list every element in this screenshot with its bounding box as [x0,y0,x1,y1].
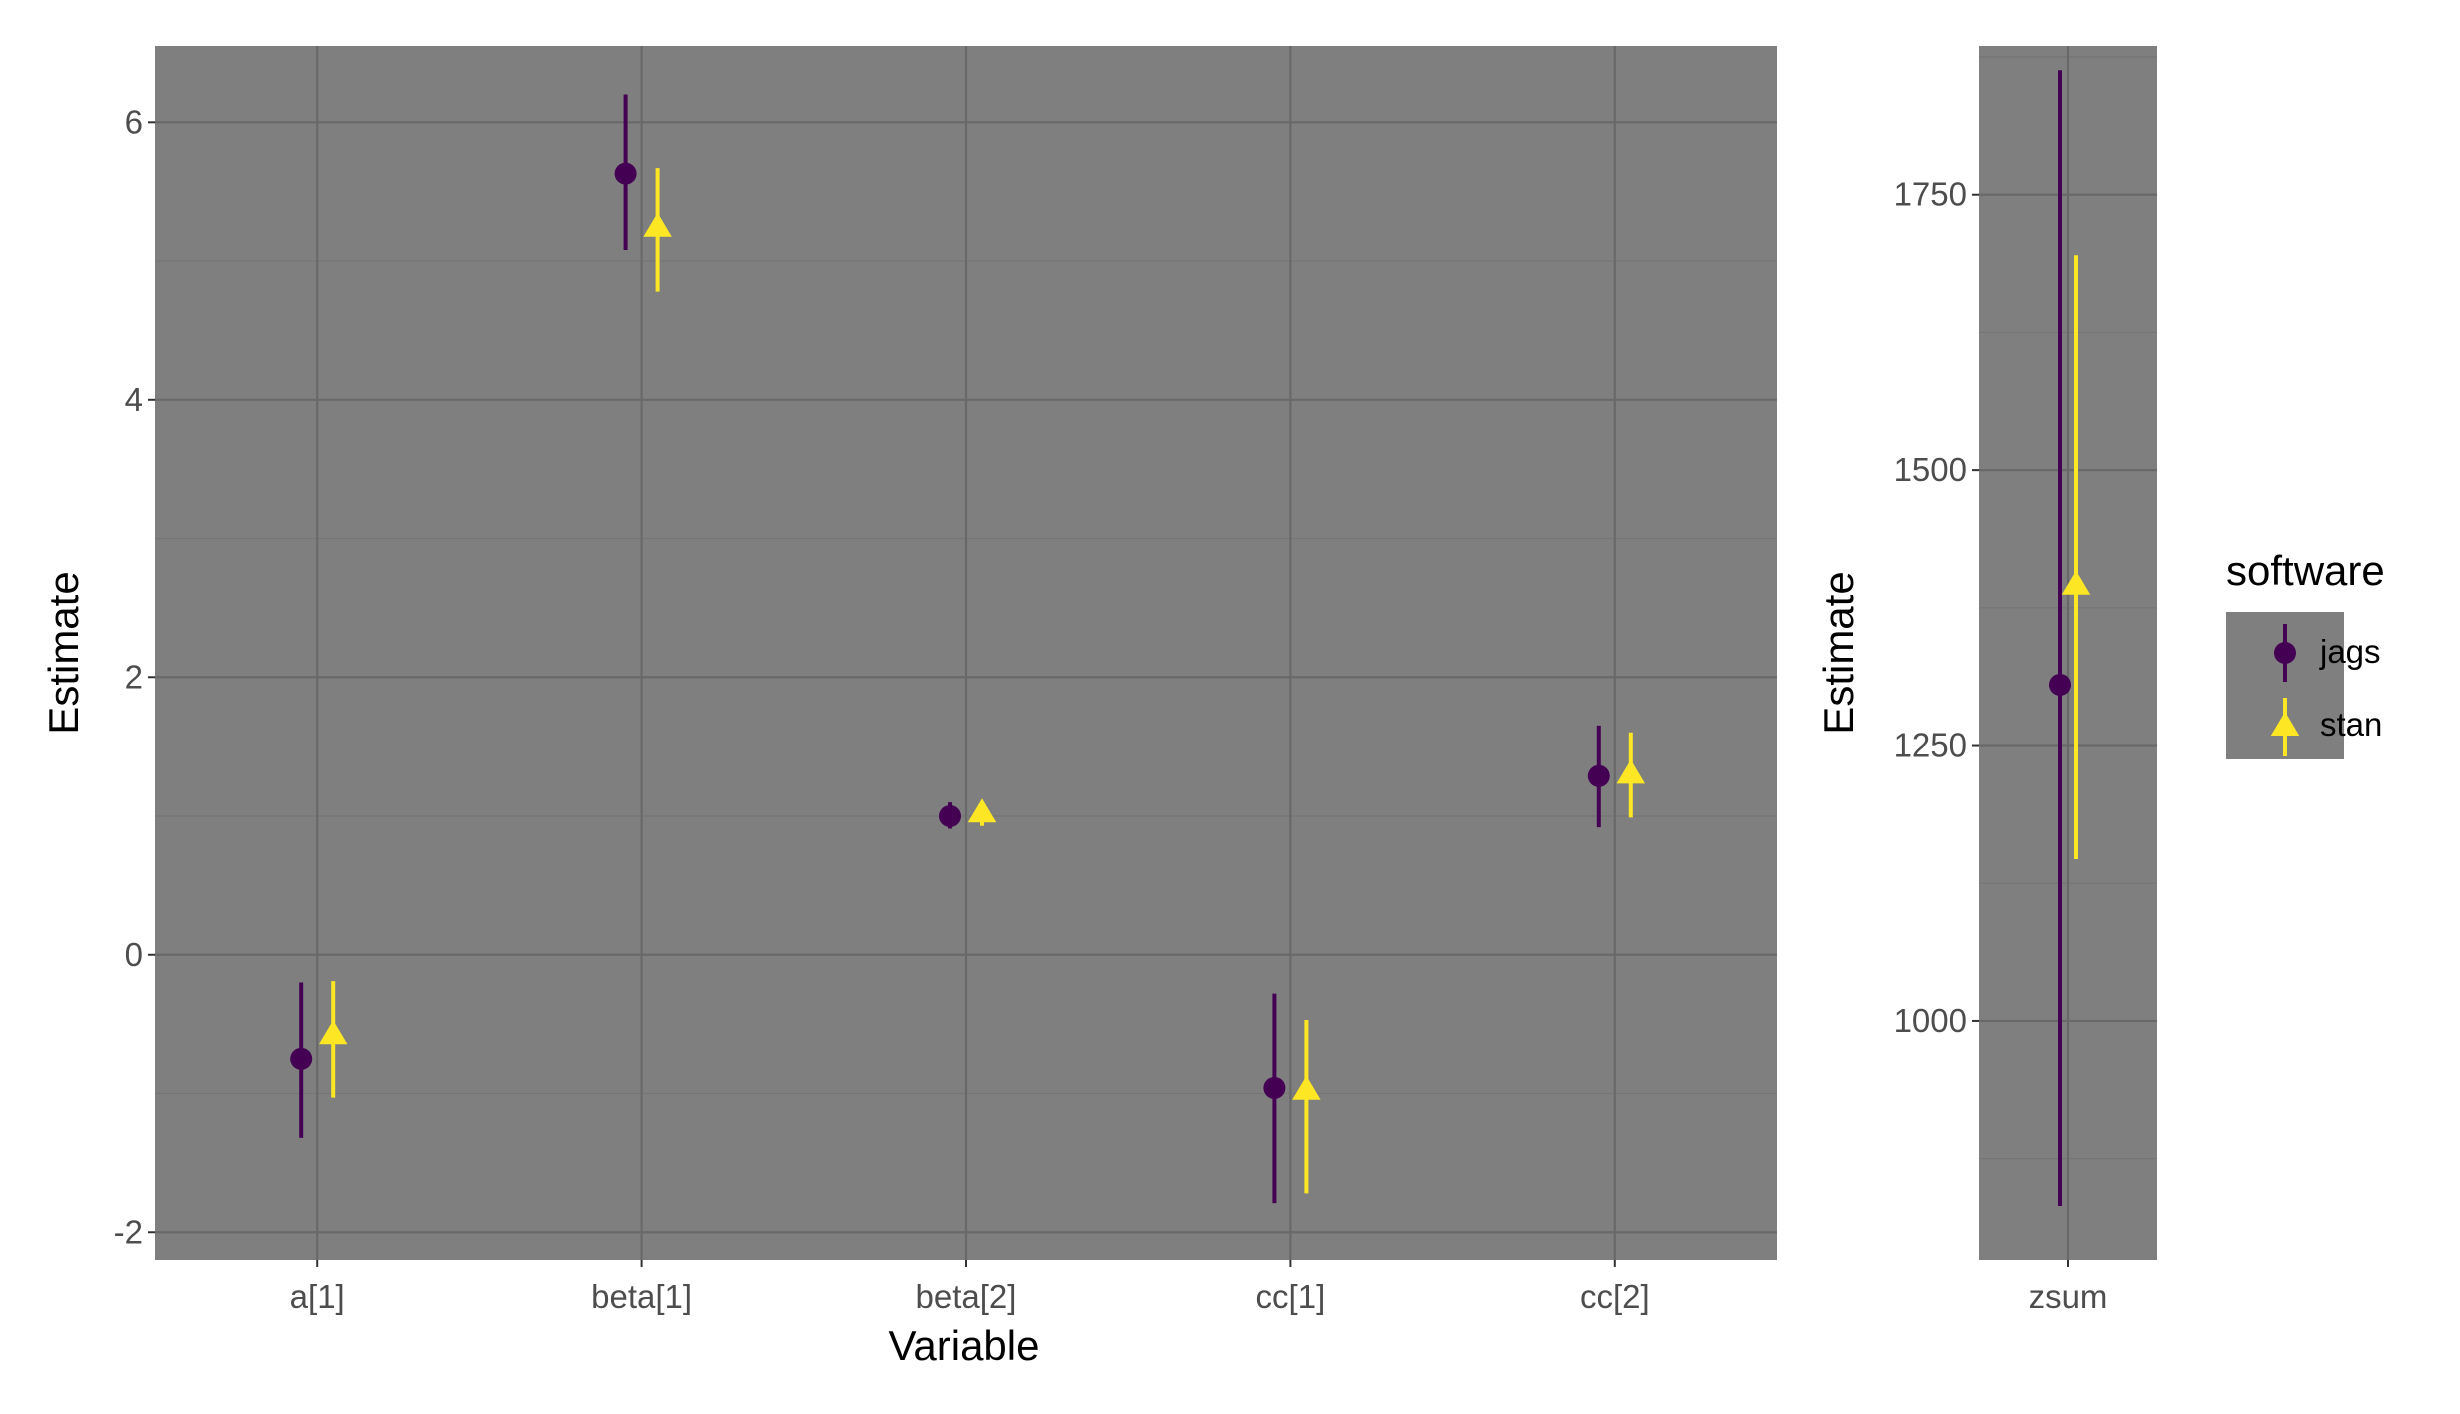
point-stan [1292,1075,1321,1100]
point-jags [939,805,961,828]
legend-label-jags: jags [2319,633,2381,670]
point-stan [967,798,997,823]
x-tick-label: beta[2] [916,1278,1017,1315]
legend: software jags stan [2226,547,2385,759]
x-tick-label: zsum [2029,1278,2108,1315]
x-axis-title: Variable [889,1322,1040,1369]
point-jags [1587,764,1610,787]
x-tick-label: cc[1] [1256,1278,1326,1315]
point-stan [1616,759,1646,784]
legend-title: software [2226,547,2385,594]
legend-key-point-stan [2270,712,2300,736]
y-tick-label-zsum: 1000 [1894,1002,1967,1039]
y-tick-label-main: 4 [125,381,143,418]
legend-keys [2270,624,2300,756]
point-jags [1263,1076,1286,1099]
y-axis-title-zsum: Estimate [1815,571,1862,734]
point-jags [290,1047,313,1070]
legend-label-stan: stan [2320,706,2382,743]
y-tick-label-zsum: 1500 [1894,451,1967,488]
point-jags [2049,673,2071,696]
point-stan [643,212,672,237]
point-stan [2061,570,2091,595]
main-plot-panel: -2 0 2 4 6 a[1] beta[1] beta[2] cc[1] cc[2] [114,46,1777,1315]
zsum-plot-panel: 1000 1250 1500 1750 zsum [1894,46,2157,1315]
y-tick-label-main: 0 [125,936,143,973]
x-tick-label: a[1] [290,1278,345,1315]
point-jags [614,162,637,185]
y-tick-label-main: -2 [114,1213,143,1250]
point-stan [318,1020,348,1045]
legend-key-point-jags [2274,642,2296,664]
y-tick-label-main: 2 [125,658,143,695]
x-tick-label: cc[2] [1580,1278,1650,1315]
x-tick-label: beta[1] [591,1278,692,1315]
y-tick-label-main: 6 [125,103,143,140]
y-tick-label-zsum: 1250 [1894,727,1967,764]
y-tick-label-zsum: 1750 [1894,176,1967,213]
y-axis-title-main: Estimate [40,571,87,734]
